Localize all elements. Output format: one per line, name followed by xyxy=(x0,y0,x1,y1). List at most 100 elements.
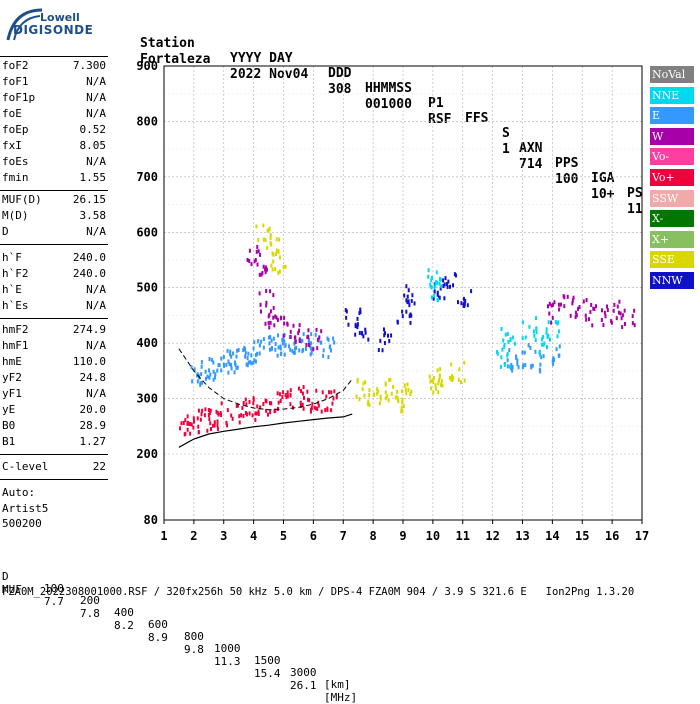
echo-point-vo xyxy=(281,390,284,395)
legend-item-ssw: SSW xyxy=(650,189,694,207)
echo-point-e xyxy=(250,353,253,358)
echo-point-vo xyxy=(276,391,279,396)
echo-point-sse xyxy=(452,375,455,380)
echo-point-e xyxy=(217,363,220,368)
param-value: 20.0 xyxy=(79,403,107,416)
echo-point-w xyxy=(621,325,624,330)
echo-point-nne xyxy=(501,347,504,352)
echo-point-w xyxy=(306,335,309,340)
divider xyxy=(0,454,108,455)
echo-point-w xyxy=(315,327,318,332)
echo-point-vo xyxy=(213,423,216,428)
param-name: yF2 xyxy=(2,371,22,384)
echo-point-sse xyxy=(403,383,406,388)
echo-point-w xyxy=(274,314,277,319)
echo-point-sse xyxy=(274,252,277,257)
echo-point-sse xyxy=(376,387,379,392)
header-ddd-value: 308 xyxy=(328,82,352,97)
echo-point-e xyxy=(204,369,207,374)
echo-point-e xyxy=(322,353,325,358)
echo-point-e xyxy=(293,350,296,355)
echo-point-w xyxy=(259,252,262,257)
echo-point-sse xyxy=(270,242,273,247)
distance-value: 800 xyxy=(184,630,204,643)
echo-point-w xyxy=(282,333,285,338)
echo-point-w xyxy=(275,315,278,320)
echo-point-e xyxy=(523,350,526,355)
echo-point-e xyxy=(227,370,230,375)
y-tick-label: 400 xyxy=(136,336,158,350)
echo-point-e xyxy=(228,362,231,367)
echo-point-e xyxy=(223,363,226,368)
echo-point-vo xyxy=(212,423,215,428)
echo-point-e xyxy=(326,336,329,341)
echo-point-sse xyxy=(396,389,399,394)
param-row: B0 28.9 xyxy=(2,419,106,433)
echo-point-w xyxy=(298,323,301,328)
echo-point-vo xyxy=(331,401,334,406)
echo-point-sse xyxy=(272,259,275,264)
echo-point-e xyxy=(246,355,249,360)
echo-point-w xyxy=(585,298,588,303)
echo-point-w xyxy=(617,310,620,315)
echo-point-nne xyxy=(541,334,544,339)
echo-point-e xyxy=(300,339,303,344)
echo-point-nne xyxy=(430,295,433,300)
echo-point-w xyxy=(572,295,575,300)
echo-point-vo xyxy=(302,406,305,411)
echo-point-nnw xyxy=(407,299,410,304)
echo-point-vo xyxy=(332,396,335,401)
echo-point-vo xyxy=(297,386,300,391)
echo-point-nnw xyxy=(409,320,412,325)
param-value: 3.58 xyxy=(79,209,107,222)
param-name: hmF1 xyxy=(2,339,29,352)
echo-point-vo xyxy=(196,416,199,421)
echo-point-w xyxy=(267,314,270,319)
echo-point-w xyxy=(559,302,562,307)
echo-point-w xyxy=(621,313,624,318)
echo-point-w xyxy=(316,346,319,351)
echo-point-vo xyxy=(204,407,207,412)
echo-point-vo xyxy=(299,400,302,405)
echo-point-e xyxy=(539,362,542,367)
echo-point-e xyxy=(210,357,213,362)
echo-point-vo xyxy=(238,414,241,419)
echo-point-e xyxy=(511,368,514,373)
echo-point-e xyxy=(289,347,292,352)
param-value: 240.0 xyxy=(72,251,106,264)
param-name: foF1 xyxy=(2,75,29,88)
echo-point-e xyxy=(218,363,221,368)
parameter-panel: foF2 7.300 foF1 N/A foF1p N/A foE N/A foEp 0.… xyxy=(0,0,110,540)
echo-point-vo xyxy=(206,428,209,433)
echo-point-sse xyxy=(459,380,462,385)
echo-point-vo xyxy=(186,427,189,432)
echo-point-nne xyxy=(429,282,432,287)
echo-point-sse xyxy=(450,374,453,379)
echo-point-vo xyxy=(279,398,282,403)
header-p1-value: RSF xyxy=(428,112,452,127)
header-p1-label: P1 xyxy=(428,96,444,111)
param-row: hmF2 274.9 xyxy=(2,323,106,337)
param-row: h`F 240.0 xyxy=(2,251,106,265)
echo-point-sse xyxy=(439,367,442,372)
echo-point-vo xyxy=(208,417,211,422)
echo-point-vo xyxy=(183,432,186,437)
echo-point-e xyxy=(298,348,301,353)
header-date-label: YYYY DAY xyxy=(230,51,293,66)
echo-point-sse xyxy=(269,233,272,238)
echo-point-w xyxy=(259,302,262,307)
x-tick-label: 10 xyxy=(426,529,440,543)
echo-point-e xyxy=(230,366,233,371)
header-time-value: 001000 xyxy=(365,97,412,112)
echo-point-vo xyxy=(310,406,313,411)
echo-point-w xyxy=(551,315,554,320)
echo-point-nnw xyxy=(379,338,382,343)
echo-point-sse xyxy=(384,396,387,401)
echo-point-vo xyxy=(242,400,245,405)
param-row: h`F2 240.0 xyxy=(2,267,106,281)
echo-point-w xyxy=(631,321,634,326)
param-name: B0 xyxy=(2,419,16,432)
echo-point-e xyxy=(222,355,225,360)
echo-point-e xyxy=(282,341,285,346)
param-row: yF2 24.8 xyxy=(2,371,106,385)
